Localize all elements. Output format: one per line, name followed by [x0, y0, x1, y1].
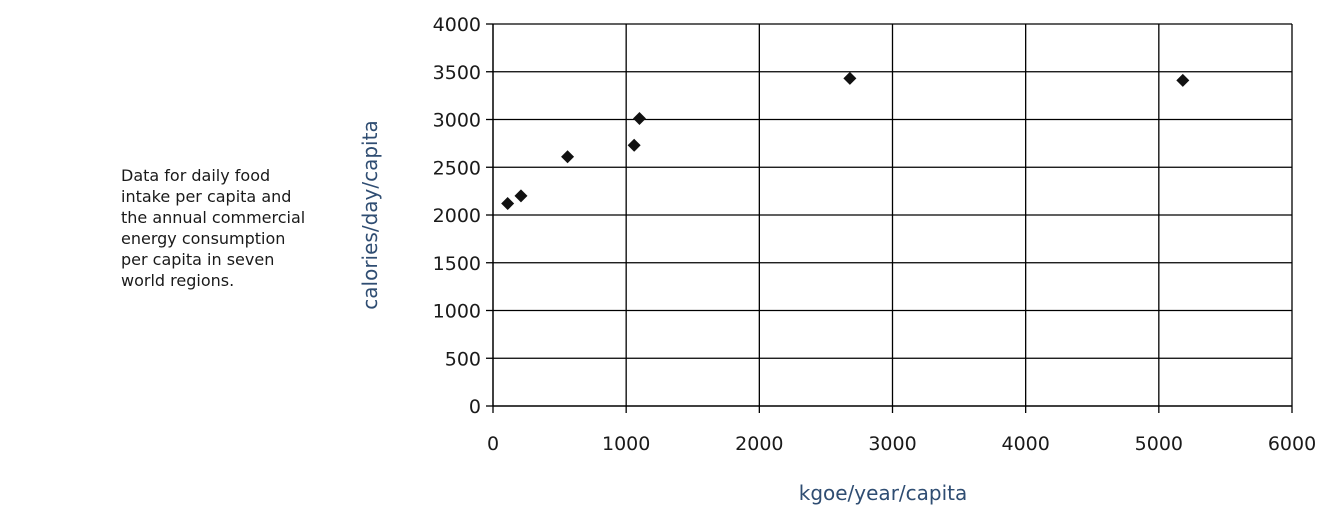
x-tick-label: 4000: [1001, 433, 1049, 455]
data-points: [501, 71, 1190, 211]
data-point: [632, 112, 646, 126]
data-point: [561, 150, 575, 164]
data-point: [501, 197, 515, 211]
y-tick-label: 3000: [433, 110, 481, 132]
data-point: [843, 71, 857, 85]
x-tick-label: 0: [487, 433, 499, 455]
y-tick-label: 2500: [433, 157, 481, 179]
x-axis-label: kgoe/year/capita: [799, 481, 968, 505]
y-tick-label: 0: [469, 396, 481, 418]
y-tick-label: 3500: [433, 62, 481, 84]
x-tick-label: 6000: [1268, 433, 1316, 455]
grid-lines: [493, 23, 1293, 406]
x-axis-ticks: 0 1000 2000 3000 4000 5000 6000: [487, 406, 1316, 455]
x-tick-label: 2000: [735, 433, 783, 455]
y-tick-label: 1500: [433, 253, 481, 275]
y-axis-label: calories/day/capita: [358, 120, 382, 309]
y-tick-label: 500: [445, 348, 481, 370]
chart-caption: Data for daily food intake per capita an…: [121, 166, 306, 290]
data-point: [627, 138, 641, 152]
data-point: [1176, 73, 1190, 87]
x-tick-label: 5000: [1135, 433, 1183, 455]
y-tick-label: 1000: [433, 301, 481, 323]
x-tick-label: 1000: [602, 433, 650, 455]
data-point: [514, 189, 528, 203]
y-axis-ticks: 0 500 1000 1500 2000 2500 3000 3500 4000: [433, 14, 493, 418]
y-tick-label: 2000: [433, 205, 481, 227]
x-tick-label: 3000: [868, 433, 916, 455]
y-tick-label: 4000: [433, 14, 481, 36]
